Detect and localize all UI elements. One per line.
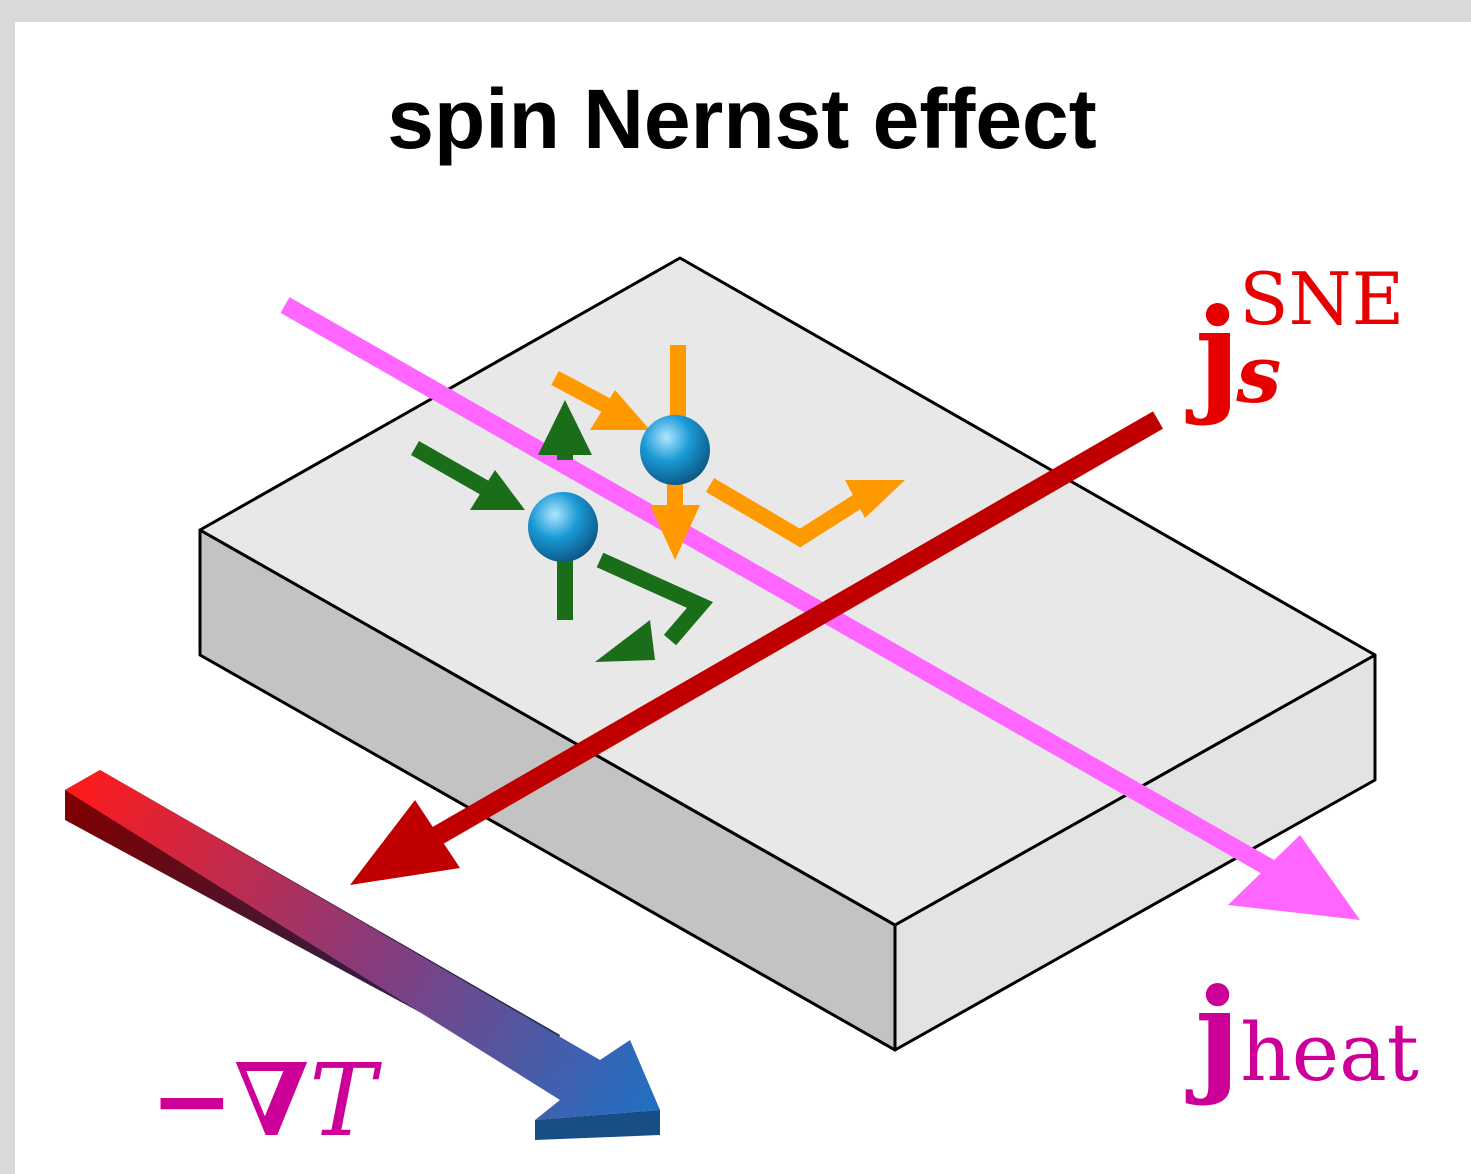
label-part: T — [309, 1042, 382, 1159]
label-part: s — [1235, 327, 1281, 421]
heat-current-arrow — [280, 297, 1360, 920]
label-part: j — [1185, 962, 1240, 1108]
gradient-label: −∇T — [150, 1041, 382, 1159]
label-part: −∇ — [150, 1041, 309, 1159]
spin-particle — [528, 492, 598, 562]
label-part: SNE — [1239, 257, 1404, 341]
gradient-arrow — [65, 770, 660, 1140]
heat-current-label: jheat — [1185, 962, 1419, 1108]
title: spin Nernst effect — [387, 72, 1097, 166]
label-part: heat — [1240, 1006, 1419, 1099]
label-part: j — [1185, 282, 1240, 428]
spin-particle — [640, 415, 710, 485]
spin-current-arrow — [350, 411, 1163, 885]
spin-current-label: jsSNE — [1185, 257, 1404, 428]
spin-arrows — [411, 345, 905, 662]
